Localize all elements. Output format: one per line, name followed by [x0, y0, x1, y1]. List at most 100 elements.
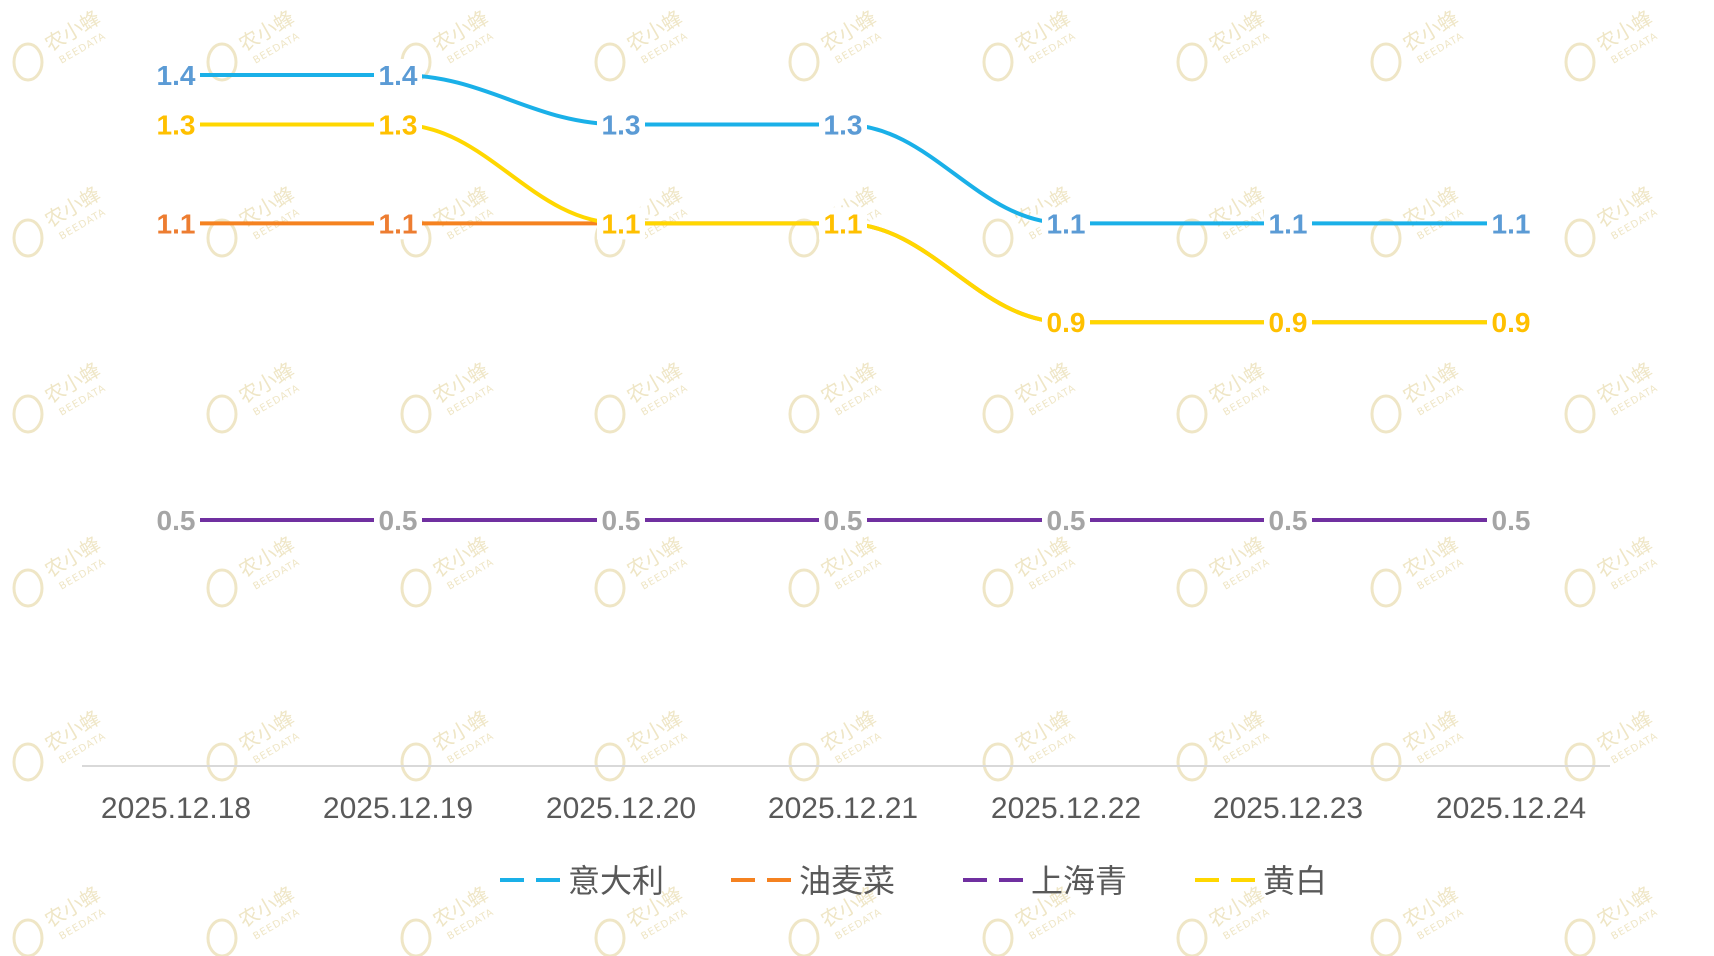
legend-item: 油麦菜 [731, 862, 895, 900]
x-tick-label: 2025.12.21 [768, 792, 918, 825]
bee-icon [1564, 918, 1596, 956]
data-label: 0.9 [1492, 307, 1531, 338]
bee-icon [788, 568, 820, 608]
bee-icon [206, 568, 238, 608]
x-tick-label: 2025.12.19 [323, 792, 473, 825]
bee-icon [1176, 218, 1208, 258]
bee-icon [982, 394, 1014, 434]
data-label: 0.5 [824, 505, 863, 536]
bee-icon [594, 918, 626, 956]
data-label-bg [1264, 306, 1312, 339]
bee-icon [1370, 218, 1402, 258]
bee-icon [788, 918, 820, 956]
data-label: 0.5 [602, 505, 641, 536]
data-label: 1.1 [824, 208, 863, 239]
bee-icon [1176, 918, 1208, 956]
bee-icon [12, 918, 44, 956]
data-label: 0.9 [1047, 307, 1086, 338]
bee-icon [1564, 742, 1596, 782]
bee-icon [206, 742, 238, 782]
data-label-bg [597, 207, 645, 240]
data-label-bg [1264, 504, 1312, 536]
x-axis-ticks: 2025.12.18 2025.12.19 2025.12.20 2025.12.21… [101, 792, 1586, 825]
legend-label: 意大利 [568, 862, 664, 900]
x-tick-label: 2025.12.23 [1213, 792, 1363, 825]
bee-icon [400, 394, 432, 434]
data-label-bg [152, 504, 200, 536]
data-label: 1.1 [157, 208, 196, 239]
data-label-bg [819, 108, 867, 141]
data-label-bg [819, 207, 867, 240]
data-labels: 1.4 1.4 1.3 1.3 1.1 1.1 1.1 1.1 1.1 1.1 1.1 0.9 0.9 0… [152, 59, 1535, 536]
bee-icon [1370, 42, 1402, 82]
data-label: 1.3 [602, 109, 641, 140]
bee-icon [982, 42, 1014, 82]
bee-icon [982, 918, 1014, 956]
data-label-bg [1042, 207, 1090, 240]
bee-icon [206, 394, 238, 434]
bee-icon [594, 568, 626, 608]
x-tick-label: 2025.12.18 [101, 792, 251, 825]
data-label-bg [374, 108, 422, 141]
bee-icon [594, 394, 626, 434]
x-tick-label: 2025.12.20 [546, 792, 696, 825]
bee-icon [12, 742, 44, 782]
data-label-bg [374, 59, 422, 92]
data-label-bg [152, 59, 200, 92]
data-label: 1.3 [824, 109, 863, 140]
data-label-bg [1042, 504, 1090, 536]
data-label: 0.9 [1269, 307, 1308, 338]
bee-icon [400, 742, 432, 782]
x-tick-label: 2025.12.22 [991, 792, 1141, 825]
bee-icon [12, 218, 44, 258]
bee-icon [12, 568, 44, 608]
bee-icon [1176, 42, 1208, 82]
bee-icon [1564, 394, 1596, 434]
data-label-bg [597, 504, 645, 536]
bee-icon [12, 42, 44, 82]
data-label-bg [152, 108, 200, 141]
bee-icon [1564, 568, 1596, 608]
bee-icon [1370, 918, 1402, 956]
data-label: 0.5 [379, 505, 418, 536]
legend: 意大利 油麦菜 上海青 黄白 [500, 862, 1327, 900]
bee-icon [1176, 394, 1208, 434]
bee-icon [1176, 742, 1208, 782]
data-label-bg [1487, 207, 1535, 240]
data-label: 1.3 [157, 109, 196, 140]
bee-icon [1176, 568, 1208, 608]
data-label-bg [819, 504, 867, 536]
legend-item: 意大利 [500, 862, 664, 900]
data-label: 1.4 [157, 60, 196, 91]
